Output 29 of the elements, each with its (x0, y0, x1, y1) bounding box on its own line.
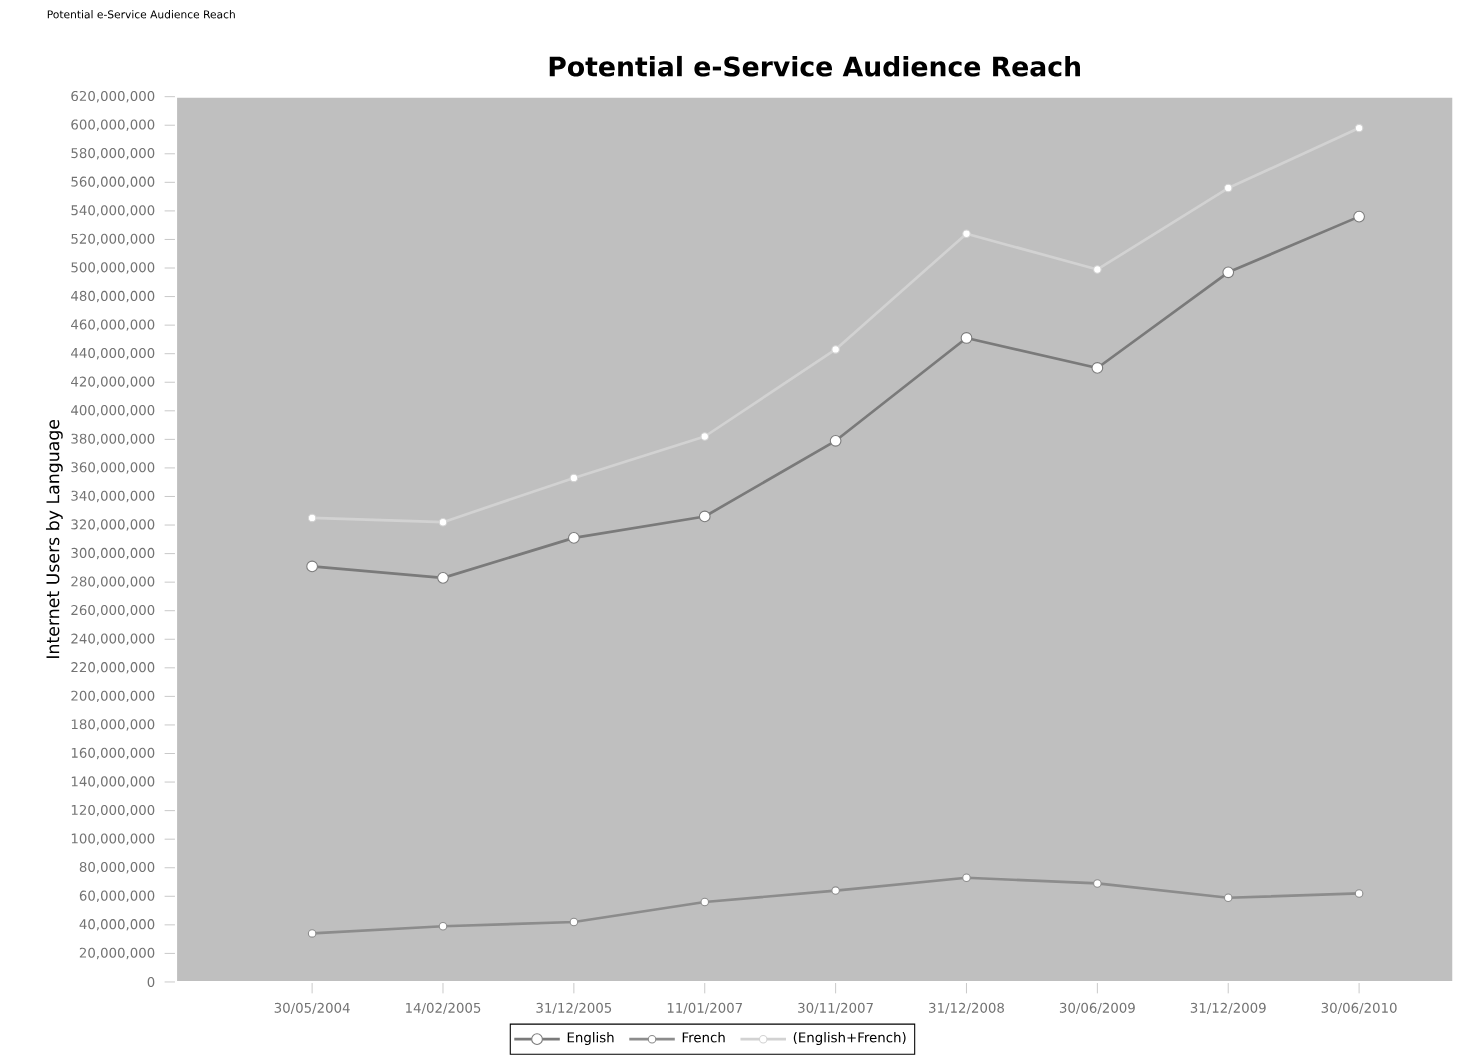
point (700, 897, 710, 907)
point (698, 510, 711, 523)
point (700, 432, 710, 441)
point (1353, 210, 1365, 223)
y-axis-title: Internet Users by Language (45, 419, 63, 658)
point (1354, 889, 1364, 898)
point (829, 434, 842, 447)
point (1222, 266, 1235, 279)
point (437, 572, 449, 584)
point (831, 886, 840, 895)
point (567, 532, 580, 544)
point (438, 922, 448, 931)
point (307, 513, 317, 523)
point (569, 917, 579, 927)
point (1354, 123, 1364, 133)
point (1091, 362, 1104, 374)
point (962, 873, 971, 883)
point (306, 560, 318, 573)
chart-title: Potential e-Service Audience Reach (549, 55, 1080, 77)
point (1093, 879, 1102, 888)
point (438, 517, 448, 527)
point (1093, 265, 1102, 274)
point (960, 332, 973, 344)
point (1223, 183, 1233, 193)
point (1223, 893, 1233, 902)
point (569, 473, 579, 483)
point (962, 229, 971, 239)
point (831, 345, 840, 354)
point (307, 929, 317, 938)
